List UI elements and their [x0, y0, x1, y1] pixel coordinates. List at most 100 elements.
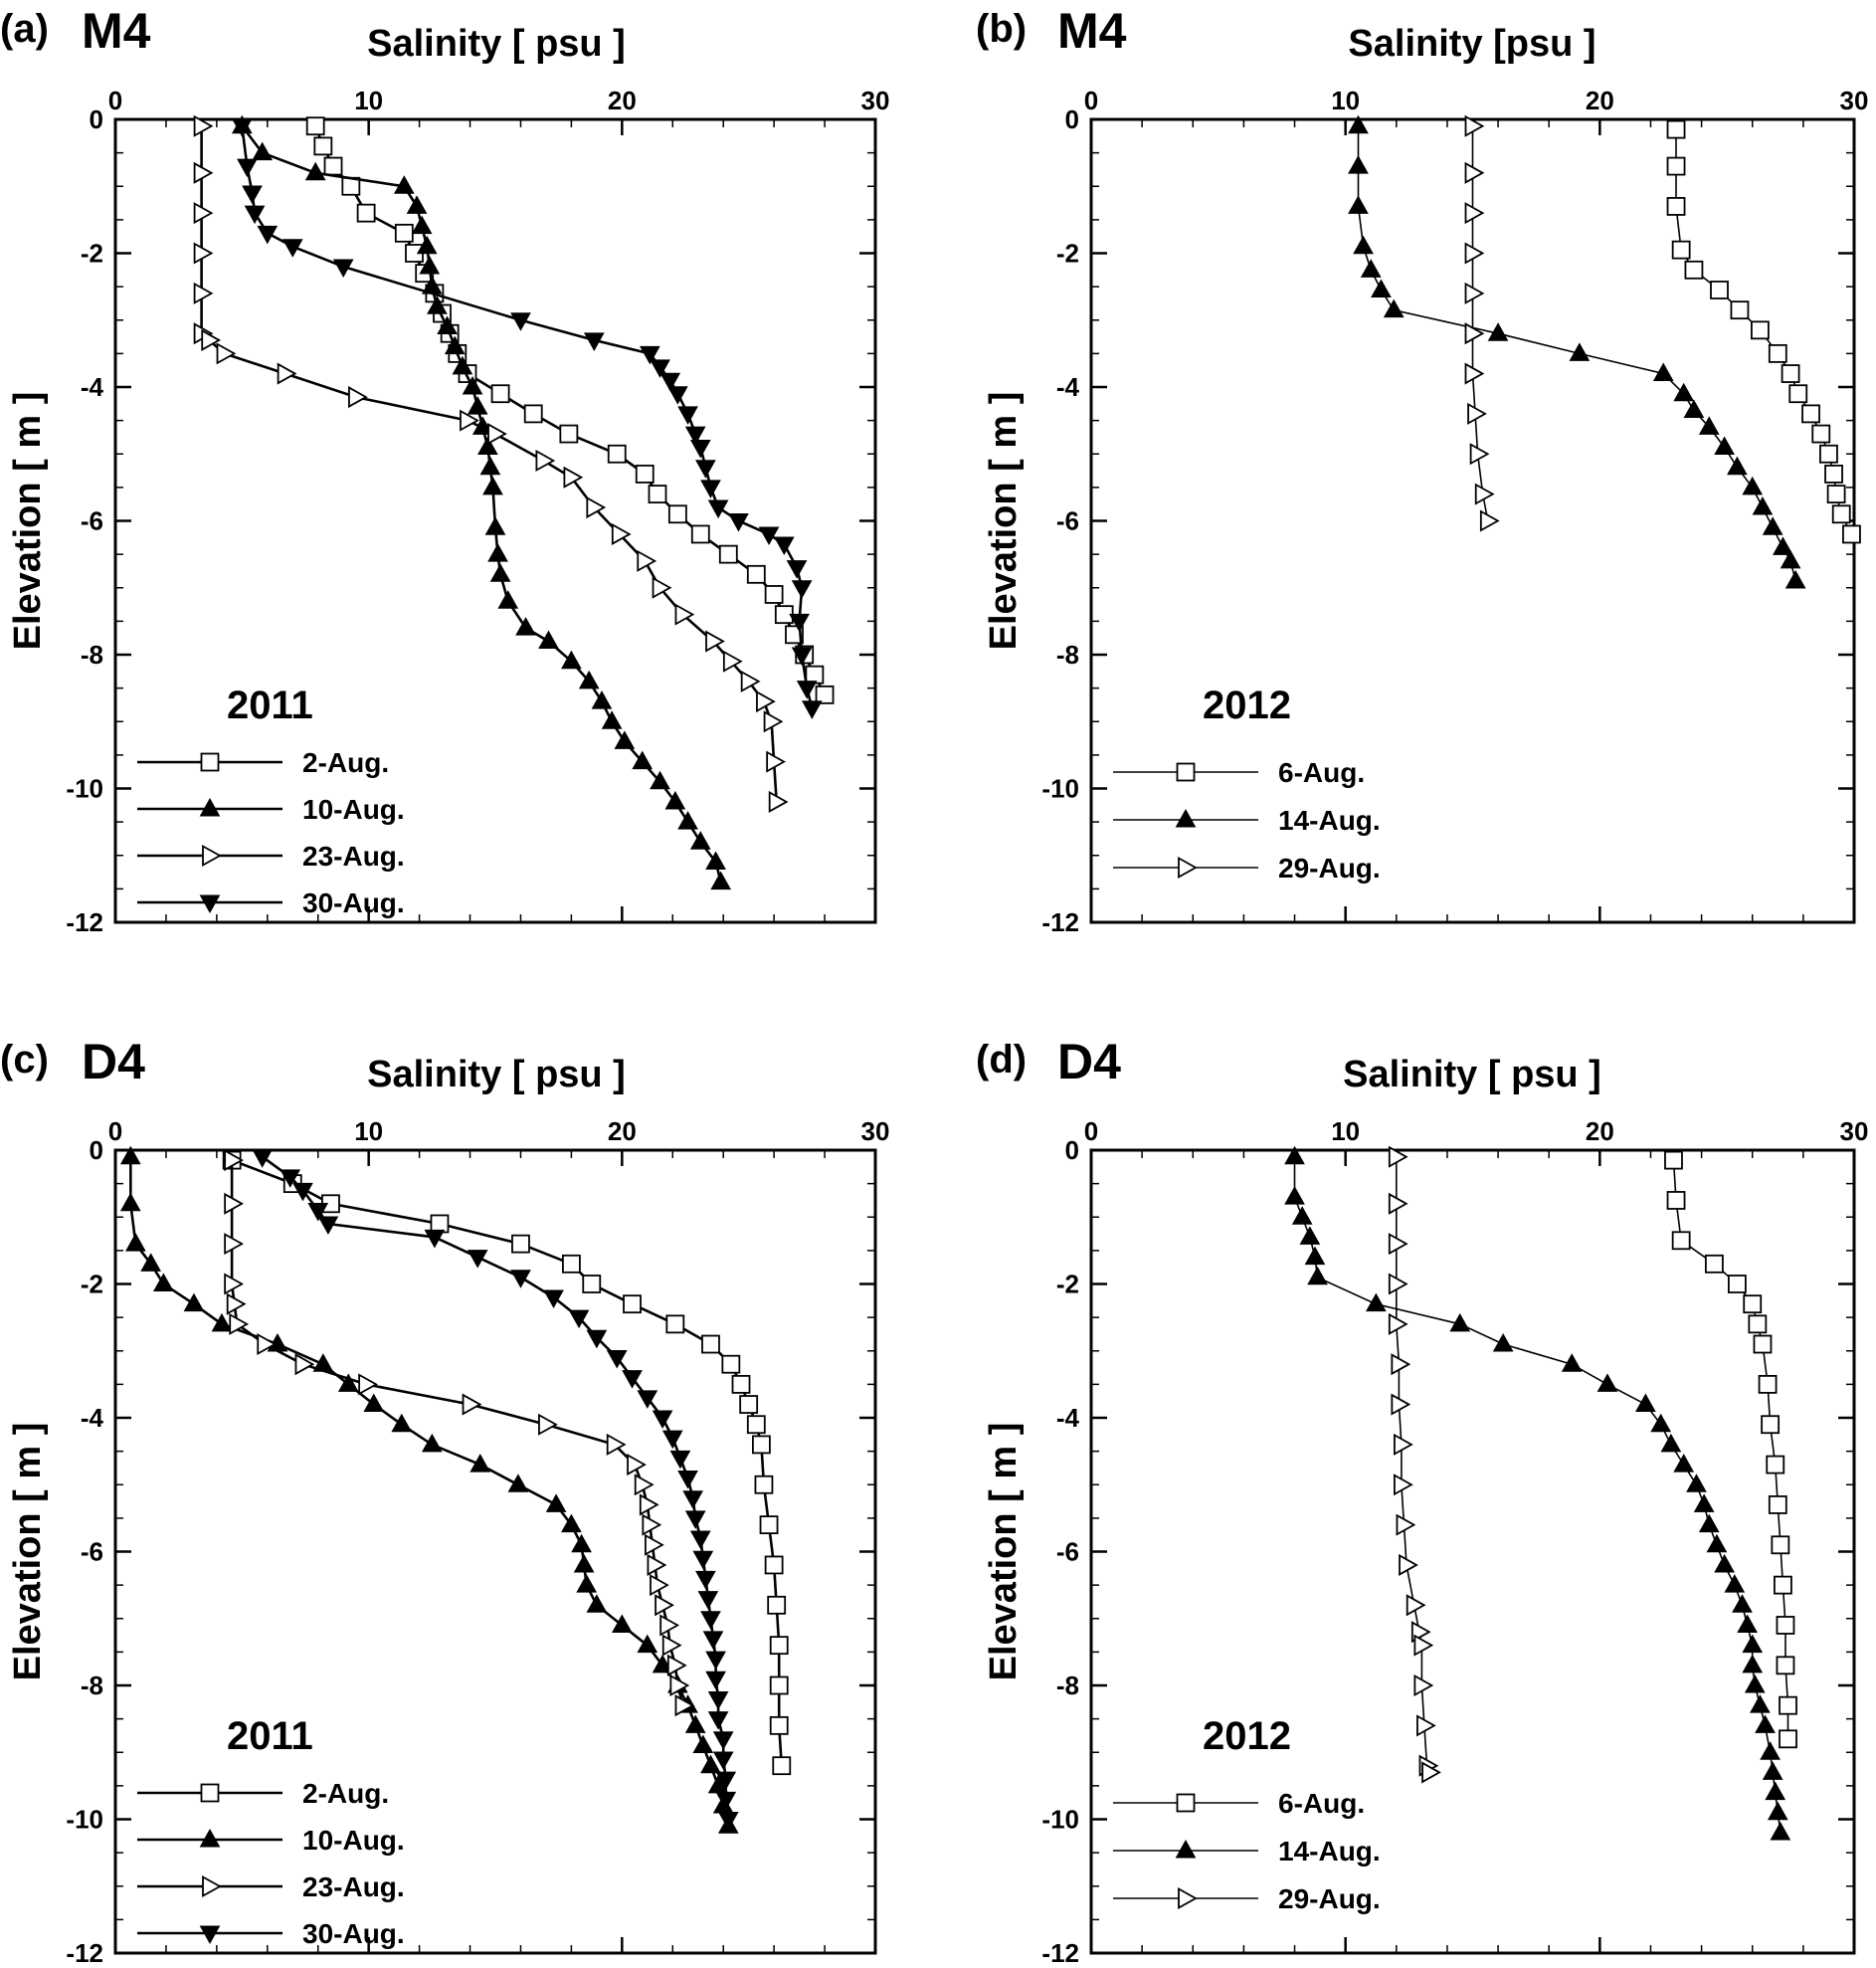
data-point	[752, 1435, 771, 1455]
panel-label: (b)	[976, 7, 1027, 51]
legend-label: 23-Aug.	[302, 841, 405, 872]
y-tick-label: -8	[1056, 640, 1079, 670]
x-tick-label: 10	[354, 86, 383, 115]
year-label: 2011	[227, 684, 313, 727]
series-2-aug	[222, 1150, 792, 1776]
series-line	[230, 1160, 684, 1706]
legend-label: 14-Aug.	[1278, 805, 1381, 836]
data-point	[700, 1611, 721, 1630]
legend: 2-Aug. 10-Aug. 23-Aug. 30-Aug.	[137, 1778, 405, 1949]
data-point	[393, 175, 415, 194]
data-point	[1724, 1574, 1746, 1593]
data-point	[1371, 279, 1392, 297]
data-point	[538, 1413, 558, 1436]
data-point	[764, 585, 784, 604]
data-point	[768, 790, 789, 813]
data-point	[543, 1289, 564, 1308]
data-point	[1750, 1694, 1771, 1713]
x-tick-label: 30	[861, 86, 890, 115]
data-point	[801, 700, 823, 719]
data-point	[153, 1273, 174, 1291]
data-point	[1399, 1553, 1418, 1576]
data-point	[1666, 156, 1686, 176]
data-point	[421, 1433, 443, 1453]
data-point	[666, 1654, 687, 1676]
data-point	[1388, 1233, 1408, 1256]
legend-label: 2-Aug.	[302, 1778, 389, 1809]
data-point	[739, 1395, 759, 1414]
data-point	[1826, 485, 1846, 504]
data-point	[601, 710, 623, 729]
legend-marker	[202, 844, 222, 868]
data-point	[467, 396, 488, 415]
data-point	[317, 1216, 339, 1235]
data-point	[497, 590, 519, 609]
plot-frame	[113, 1148, 877, 1955]
plot-frame	[1089, 1148, 1856, 1955]
data-point	[257, 1332, 278, 1356]
data-point	[224, 1192, 244, 1215]
data-point	[1464, 362, 1485, 385]
data-point	[634, 1474, 655, 1496]
x-tick-label: 10	[1331, 86, 1360, 115]
data-point	[1730, 300, 1750, 320]
data-point	[211, 1312, 233, 1332]
data-point	[1776, 1616, 1795, 1635]
data-point	[1348, 195, 1369, 214]
x-tick-label: 20	[608, 86, 637, 115]
legend-marker	[199, 1925, 221, 1945]
y-tick-label: -10	[1041, 1805, 1079, 1835]
data-point	[677, 1471, 698, 1489]
data-point	[1765, 1781, 1786, 1801]
data-point	[746, 1415, 766, 1435]
y-tick-label: 0	[1065, 104, 1079, 134]
data-point	[712, 1751, 734, 1770]
data-point	[1464, 322, 1485, 345]
data-point	[1693, 1493, 1715, 1512]
data-point	[1569, 342, 1591, 361]
data-point	[769, 1715, 789, 1735]
data-point	[394, 223, 414, 243]
data-point	[1776, 1656, 1795, 1675]
data-point	[348, 386, 368, 409]
data-point	[216, 342, 237, 365]
data-point	[226, 1292, 247, 1315]
data-point	[586, 1329, 608, 1349]
data-point	[507, 1474, 529, 1492]
legend-label: 6-Aug.	[1278, 1788, 1365, 1819]
data-point	[1751, 320, 1770, 340]
data-point	[650, 359, 670, 378]
data-point	[772, 1756, 792, 1776]
data-point	[661, 1634, 682, 1657]
data-point	[1768, 343, 1787, 363]
series-14-aug	[1348, 114, 1806, 589]
data-point	[705, 851, 726, 870]
data-point	[363, 1393, 385, 1413]
x-tick-label: 0	[1084, 1116, 1098, 1146]
data-point	[452, 355, 473, 375]
data-point	[652, 1654, 673, 1673]
data-point	[766, 750, 786, 773]
data-point	[201, 328, 222, 351]
data-point	[623, 1294, 642, 1314]
data-point	[632, 750, 654, 770]
data-point	[257, 225, 279, 245]
data-point	[406, 195, 428, 214]
data-point	[1664, 1150, 1683, 1170]
y-tick-label: -8	[1056, 1671, 1079, 1700]
legend-marker	[199, 1828, 221, 1848]
data-point	[650, 770, 670, 790]
data-point	[677, 811, 698, 830]
data-point	[1479, 509, 1500, 532]
series-line	[261, 1155, 730, 1820]
data-point	[1771, 1535, 1790, 1555]
series-23-aug	[193, 114, 789, 813]
chart-panel-b: 0 10 20 30 0 -2 -4 -6 -8 -10 -12 (b) M4 Salinity [psu…	[976, 3, 1868, 937]
data-point	[545, 1493, 567, 1512]
data-point	[1753, 1334, 1773, 1354]
data-point	[689, 440, 711, 459]
data-point	[669, 1450, 691, 1470]
legend-label: 23-Aug.	[302, 1871, 405, 1902]
year-label: 2012	[1203, 1714, 1291, 1758]
data-point	[650, 1574, 669, 1597]
